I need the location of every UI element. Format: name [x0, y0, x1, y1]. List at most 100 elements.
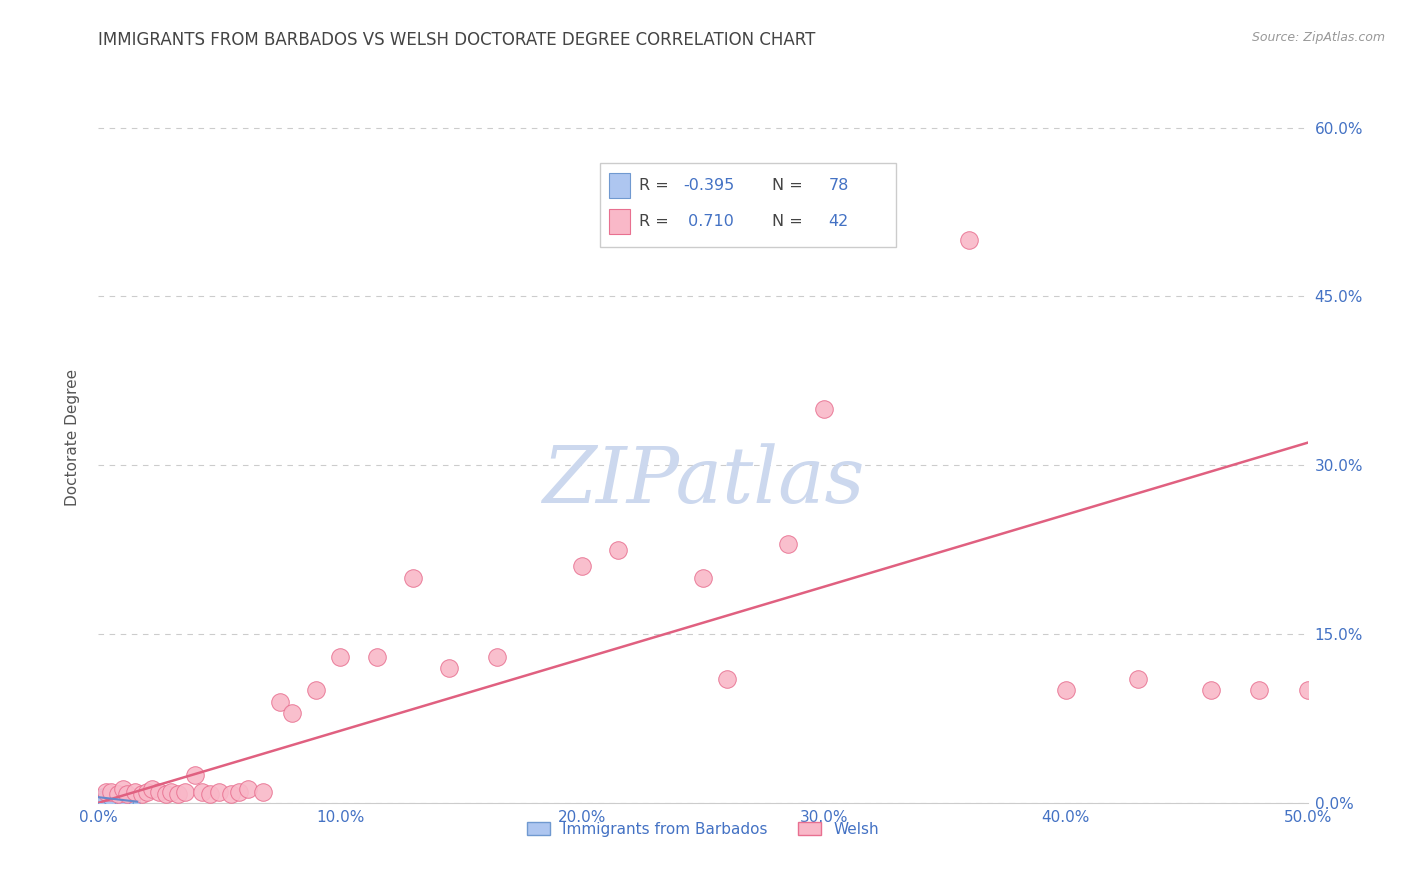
Point	[94, 795, 117, 809]
Point	[160, 784, 183, 798]
Point	[104, 792, 127, 806]
Point	[110, 791, 132, 805]
Legend: Immigrants from Barbados, Welsh: Immigrants from Barbados, Welsh	[520, 815, 886, 843]
Point	[90, 789, 112, 804]
Text: Source: ZipAtlas.com: Source: ZipAtlas.com	[1251, 31, 1385, 45]
Point	[167, 787, 190, 801]
Point	[98, 789, 121, 804]
Point	[91, 796, 114, 810]
Point	[115, 795, 138, 809]
Point	[108, 795, 131, 809]
Point	[104, 795, 127, 809]
Point	[111, 782, 134, 797]
Point	[104, 795, 127, 809]
Point	[93, 790, 115, 805]
Point	[281, 706, 304, 720]
Point	[93, 792, 115, 806]
Point	[112, 791, 135, 805]
Point	[155, 787, 177, 801]
Point	[120, 796, 142, 810]
Point	[101, 794, 124, 808]
Point	[305, 683, 328, 698]
Point	[107, 793, 129, 807]
Point	[89, 792, 111, 806]
Point	[98, 788, 121, 802]
Point	[107, 787, 129, 801]
Point	[93, 795, 115, 809]
Point	[716, 672, 738, 686]
Point	[91, 793, 114, 807]
Point	[813, 401, 835, 416]
Point	[94, 792, 117, 806]
Point	[1128, 672, 1150, 686]
Point	[141, 782, 163, 797]
Text: IMMIGRANTS FROM BARBADOS VS WELSH DOCTORATE DEGREE CORRELATION CHART: IMMIGRANTS FROM BARBADOS VS WELSH DOCTOR…	[98, 31, 815, 49]
Point	[607, 542, 630, 557]
Point	[94, 784, 117, 798]
Point	[198, 787, 221, 801]
Point	[103, 794, 125, 808]
Point	[89, 791, 111, 805]
Point	[96, 793, 118, 807]
Point	[118, 795, 141, 809]
Point	[87, 796, 110, 810]
Point	[103, 789, 125, 804]
Point	[117, 787, 139, 801]
Point	[91, 791, 114, 805]
Y-axis label: Doctorate Degree: Doctorate Degree	[65, 368, 80, 506]
Point	[87, 791, 110, 805]
Point	[121, 794, 143, 808]
Point	[221, 787, 243, 801]
Point	[90, 795, 112, 809]
Point	[94, 796, 117, 810]
Point	[90, 794, 112, 808]
Point	[90, 795, 112, 809]
Point	[91, 789, 114, 804]
Point	[108, 795, 131, 809]
Point	[91, 794, 114, 808]
Point	[103, 793, 125, 807]
Point	[90, 795, 112, 809]
Point	[97, 790, 120, 805]
Point	[252, 784, 274, 798]
Point	[91, 795, 114, 809]
Point	[107, 793, 129, 807]
Point	[90, 794, 112, 808]
Point	[101, 793, 124, 807]
Point	[174, 784, 197, 798]
Point	[89, 795, 111, 809]
Point	[94, 791, 117, 805]
Point	[87, 793, 110, 807]
Point	[692, 571, 714, 585]
Point	[114, 794, 136, 808]
Point	[131, 787, 153, 801]
Point	[135, 784, 157, 798]
Point	[98, 789, 121, 804]
Point	[402, 571, 425, 585]
Point	[103, 796, 125, 810]
Point	[269, 694, 291, 708]
Point	[1249, 683, 1271, 698]
Point	[91, 794, 114, 808]
Point	[90, 791, 112, 805]
Point	[90, 790, 112, 805]
Point	[117, 795, 139, 809]
Point	[89, 793, 111, 807]
Point	[366, 649, 388, 664]
Point	[97, 793, 120, 807]
Point	[100, 784, 122, 798]
Point	[97, 795, 120, 809]
Point	[114, 796, 136, 810]
Point	[89, 794, 111, 808]
Point	[184, 767, 207, 781]
Point	[1199, 683, 1222, 698]
Point	[104, 794, 127, 808]
Point	[101, 796, 124, 810]
Point	[111, 795, 134, 809]
Point	[91, 790, 114, 805]
Point	[148, 784, 170, 798]
Point	[191, 784, 214, 798]
Point	[228, 784, 250, 798]
Point	[486, 649, 509, 664]
Point	[208, 784, 231, 798]
